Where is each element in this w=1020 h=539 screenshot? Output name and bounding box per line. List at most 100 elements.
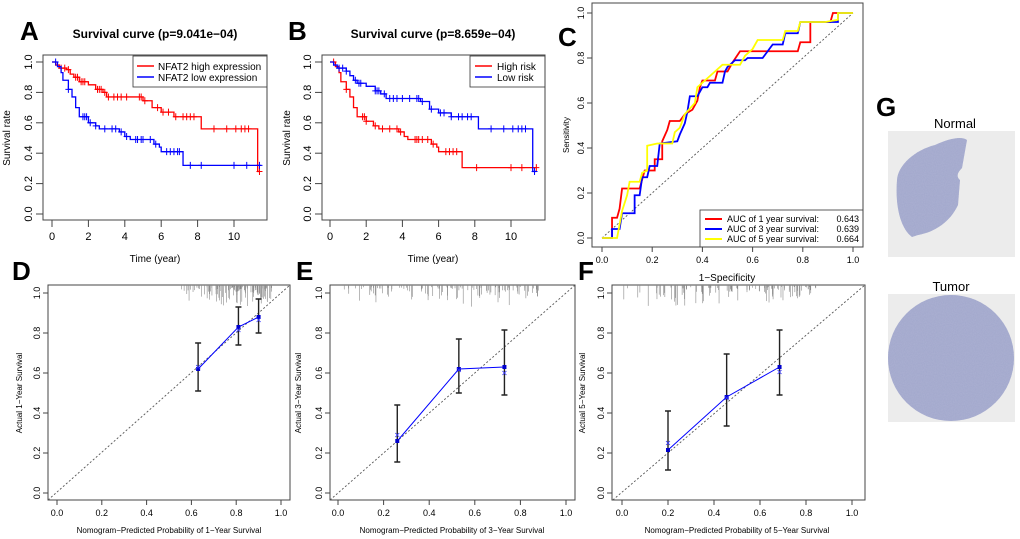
plot-frame (611, 284, 866, 501)
error-bar (394, 404, 401, 463)
y-tick-label: 0.0 (23, 206, 35, 221)
legend-b: High risk Low risk (469, 55, 546, 88)
censor-mark (243, 161, 250, 169)
x-axis-label-b: Time (year) (408, 254, 459, 265)
censor-mark (123, 93, 130, 101)
y-tick-label: 0.0 (314, 487, 324, 500)
x-tick-label: 0.2 (96, 508, 109, 518)
censor-mark (198, 161, 205, 169)
x-tick-label: 0.6 (469, 508, 482, 518)
y-axis-label-b: Survival rate (282, 110, 293, 166)
bias-corrected-point (256, 317, 261, 323)
censor-mark (441, 109, 448, 117)
bias-corrected-point (665, 440, 671, 446)
bias-corrected-point (456, 367, 462, 373)
censor-mark (448, 113, 455, 121)
censor-mark (65, 66, 72, 74)
observed-point (256, 315, 261, 319)
chart-a: 0 2 4 6 8 10 0.0 0.2 0.4 0.6 0.8 1.0 (23, 54, 268, 243)
censor-mark (98, 85, 105, 93)
x-tick-label: 8 (472, 231, 478, 243)
x-tick-label: 0.0 (596, 255, 609, 265)
error-bar (776, 329, 783, 396)
censor-mark (357, 79, 364, 87)
y-tick-label: 0.8 (576, 52, 586, 65)
censor-mark (533, 164, 540, 172)
panel-letter-a: A (20, 16, 39, 46)
censor-mark (406, 94, 413, 102)
observed-point (777, 365, 782, 369)
y-tick-label: 0.4 (314, 407, 324, 420)
y-tick-label: 0.0 (576, 232, 586, 245)
y-tick-label: 0.4 (23, 146, 35, 161)
y-tick-label: 0.4 (576, 142, 586, 155)
panel-letter-c: C (558, 22, 577, 52)
panel-letter-d: D (12, 256, 31, 286)
chart-b: 0 2 4 6 8 10 0.0 0.2 0.4 0.6 0.8 1.0 (302, 54, 546, 243)
bias-corrected-point (236, 327, 241, 333)
legend-label: AUC of 3 year survival: (727, 224, 819, 234)
observed-point (196, 367, 201, 371)
censor-mark (509, 125, 516, 133)
x-tick-label: 0 (49, 231, 55, 243)
y-tick-label: 0.6 (596, 367, 606, 380)
censor-mark (468, 113, 475, 121)
y-axis-label-f: Actual 5−Year Survival (578, 353, 587, 434)
censor-mark (101, 88, 108, 96)
censor-mark (118, 93, 125, 101)
censor-mark (160, 108, 167, 116)
x-tick-label: 2 (363, 231, 369, 243)
x-tick-label: 4 (122, 231, 128, 243)
y-tick-label: 0.0 (302, 206, 314, 221)
censor-mark (488, 125, 495, 133)
normal-label: Normal (934, 116, 976, 131)
bias-corrected-point (502, 370, 507, 376)
y-tick-label: 1.0 (32, 287, 42, 300)
censor-mark (176, 148, 183, 156)
censor-mark (531, 167, 538, 175)
x-tick-label: 6 (158, 231, 164, 243)
censor-mark (393, 125, 400, 133)
y-tick-label: 1.0 (596, 287, 606, 300)
censor-mark (361, 113, 368, 121)
bias-corrected-point (394, 432, 400, 438)
x-tick-label: 0.4 (423, 508, 436, 518)
censor-mark (256, 167, 263, 175)
observed-point (666, 448, 670, 452)
plot-frame (591, 2, 864, 248)
censor-mark (473, 164, 480, 172)
x-tick-label: 10 (228, 231, 240, 243)
censor-mark (81, 78, 88, 86)
chart-c: 0.0 0.2 0.4 0.6 0.8 1.0 0.0 0.2 0.4 0.6 0.8 1.0 (576, 2, 864, 265)
panel-g-ihc: Normal Tumor (888, 116, 1015, 422)
censor-mark (83, 113, 90, 121)
censor-mark (187, 161, 194, 169)
censor-mark (154, 104, 161, 112)
panel-letter-b: B (288, 16, 307, 46)
y-tick-label: 0.2 (302, 176, 314, 191)
x-axis-label-a: Time (year) (130, 254, 181, 265)
censor-mark (459, 113, 466, 121)
x-tick-label: 10 (505, 231, 517, 243)
legend-c: AUC of 1 year survival: 0.643 AUC of 3 y… (699, 209, 864, 248)
censor-mark (428, 105, 435, 113)
censor-mark (172, 113, 179, 121)
y-tick-label: 0.4 (32, 407, 42, 420)
censor-mark (141, 97, 148, 105)
x-tick-label: 0.6 (185, 508, 198, 518)
y-tick-label: 1.0 (302, 54, 314, 69)
x-tick-label: 0.4 (140, 508, 153, 518)
y-tick-label: 0.6 (314, 367, 324, 380)
censor-mark (424, 136, 431, 144)
censor-mark (190, 113, 197, 121)
reference-diagonal (612, 284, 866, 501)
reference-diagonal (329, 284, 576, 501)
plot-frame (321, 54, 546, 221)
x-axis-label-f: Nomogram−Predicted Probability of 5−Year… (645, 526, 830, 535)
censor-mark (339, 64, 346, 72)
censor-mark (256, 161, 263, 169)
censor-mark (74, 73, 81, 81)
error-bar (455, 338, 462, 394)
y-tick-label: 0.8 (32, 327, 42, 340)
bias-corrected-point (724, 395, 729, 401)
